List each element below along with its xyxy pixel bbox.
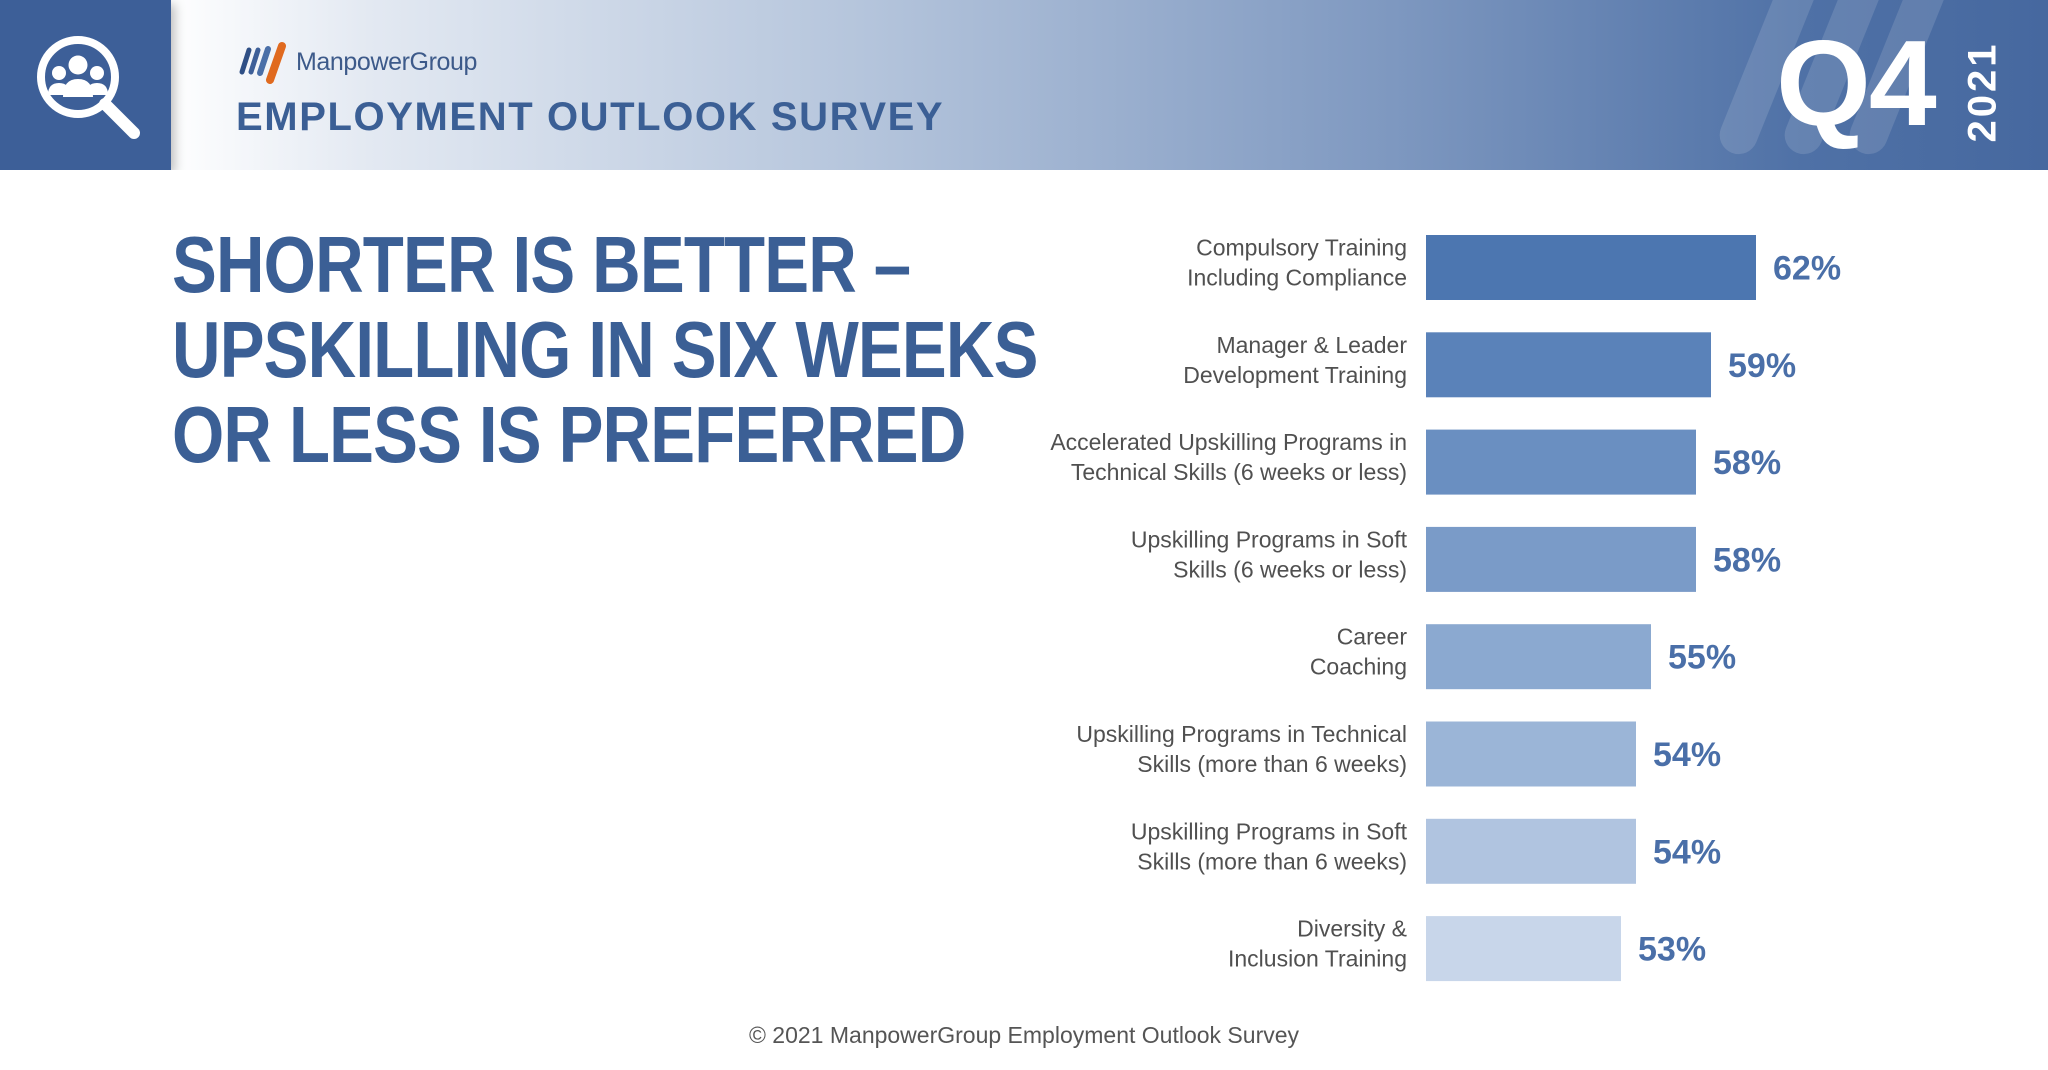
category-label: Development Training — [1183, 362, 1407, 388]
value-label: 59% — [1728, 347, 1796, 385]
category-label: Upskilling Programs in Technical — [1076, 721, 1407, 747]
value-label: 53% — [1638, 931, 1706, 969]
brand-logo: ManpowerGroup — [236, 40, 477, 84]
value-label: 55% — [1668, 639, 1736, 677]
category-label: Career — [1337, 624, 1408, 650]
category-label: Accelerated Upskilling Programs in — [1050, 429, 1407, 455]
bar — [1426, 429, 1696, 495]
category-label: Skills (more than 6 weeks) — [1137, 848, 1407, 874]
bar — [1426, 916, 1621, 982]
category-label: Coaching — [1310, 654, 1407, 680]
value-label: 62% — [1773, 250, 1841, 288]
category-label: Including Compliance — [1187, 265, 1407, 291]
survey-icon-box — [0, 0, 171, 170]
bar — [1426, 235, 1756, 300]
bar — [1426, 624, 1651, 690]
category-label: Compulsory Training — [1196, 235, 1407, 261]
value-label: 58% — [1713, 541, 1781, 579]
value-label: 58% — [1713, 444, 1781, 482]
category-label: Skills (6 weeks or less) — [1173, 556, 1407, 582]
quarter-label: Q4 — [1776, 15, 1937, 151]
category-label: Inclusion Training — [1228, 946, 1407, 972]
category-label: Technical Skills (6 weeks or less) — [1071, 459, 1407, 485]
category-label: Upskilling Programs in Soft — [1131, 526, 1408, 552]
category-label: Manager & Leader — [1216, 332, 1407, 358]
category-label: Upskilling Programs in Soft — [1131, 818, 1408, 844]
manpowergroup-logo-icon — [239, 42, 286, 84]
bar — [1426, 526, 1696, 592]
bar — [1426, 332, 1711, 398]
category-label: Diversity & — [1297, 916, 1407, 942]
headline-line: SHORTER IS BETTER – — [172, 220, 911, 309]
copyright-footer: © 2021 ManpowerGroup Employment Outlook … — [748, 1022, 1300, 1048]
value-label: 54% — [1653, 736, 1721, 774]
survey-title: EMPLOYMENT OUTLOOK SURVEY — [236, 95, 945, 139]
header-banner: ManpowerGroup EMPLOYMENT OUTLOOK SURVEY … — [0, 0, 2048, 170]
bar — [1426, 721, 1636, 787]
brand-name: ManpowerGroup — [296, 47, 478, 76]
value-label: 54% — [1653, 833, 1721, 871]
bar — [1426, 818, 1636, 884]
category-label: Skills (more than 6 weeks) — [1137, 751, 1407, 777]
magnifier-people-icon — [36, 36, 140, 139]
